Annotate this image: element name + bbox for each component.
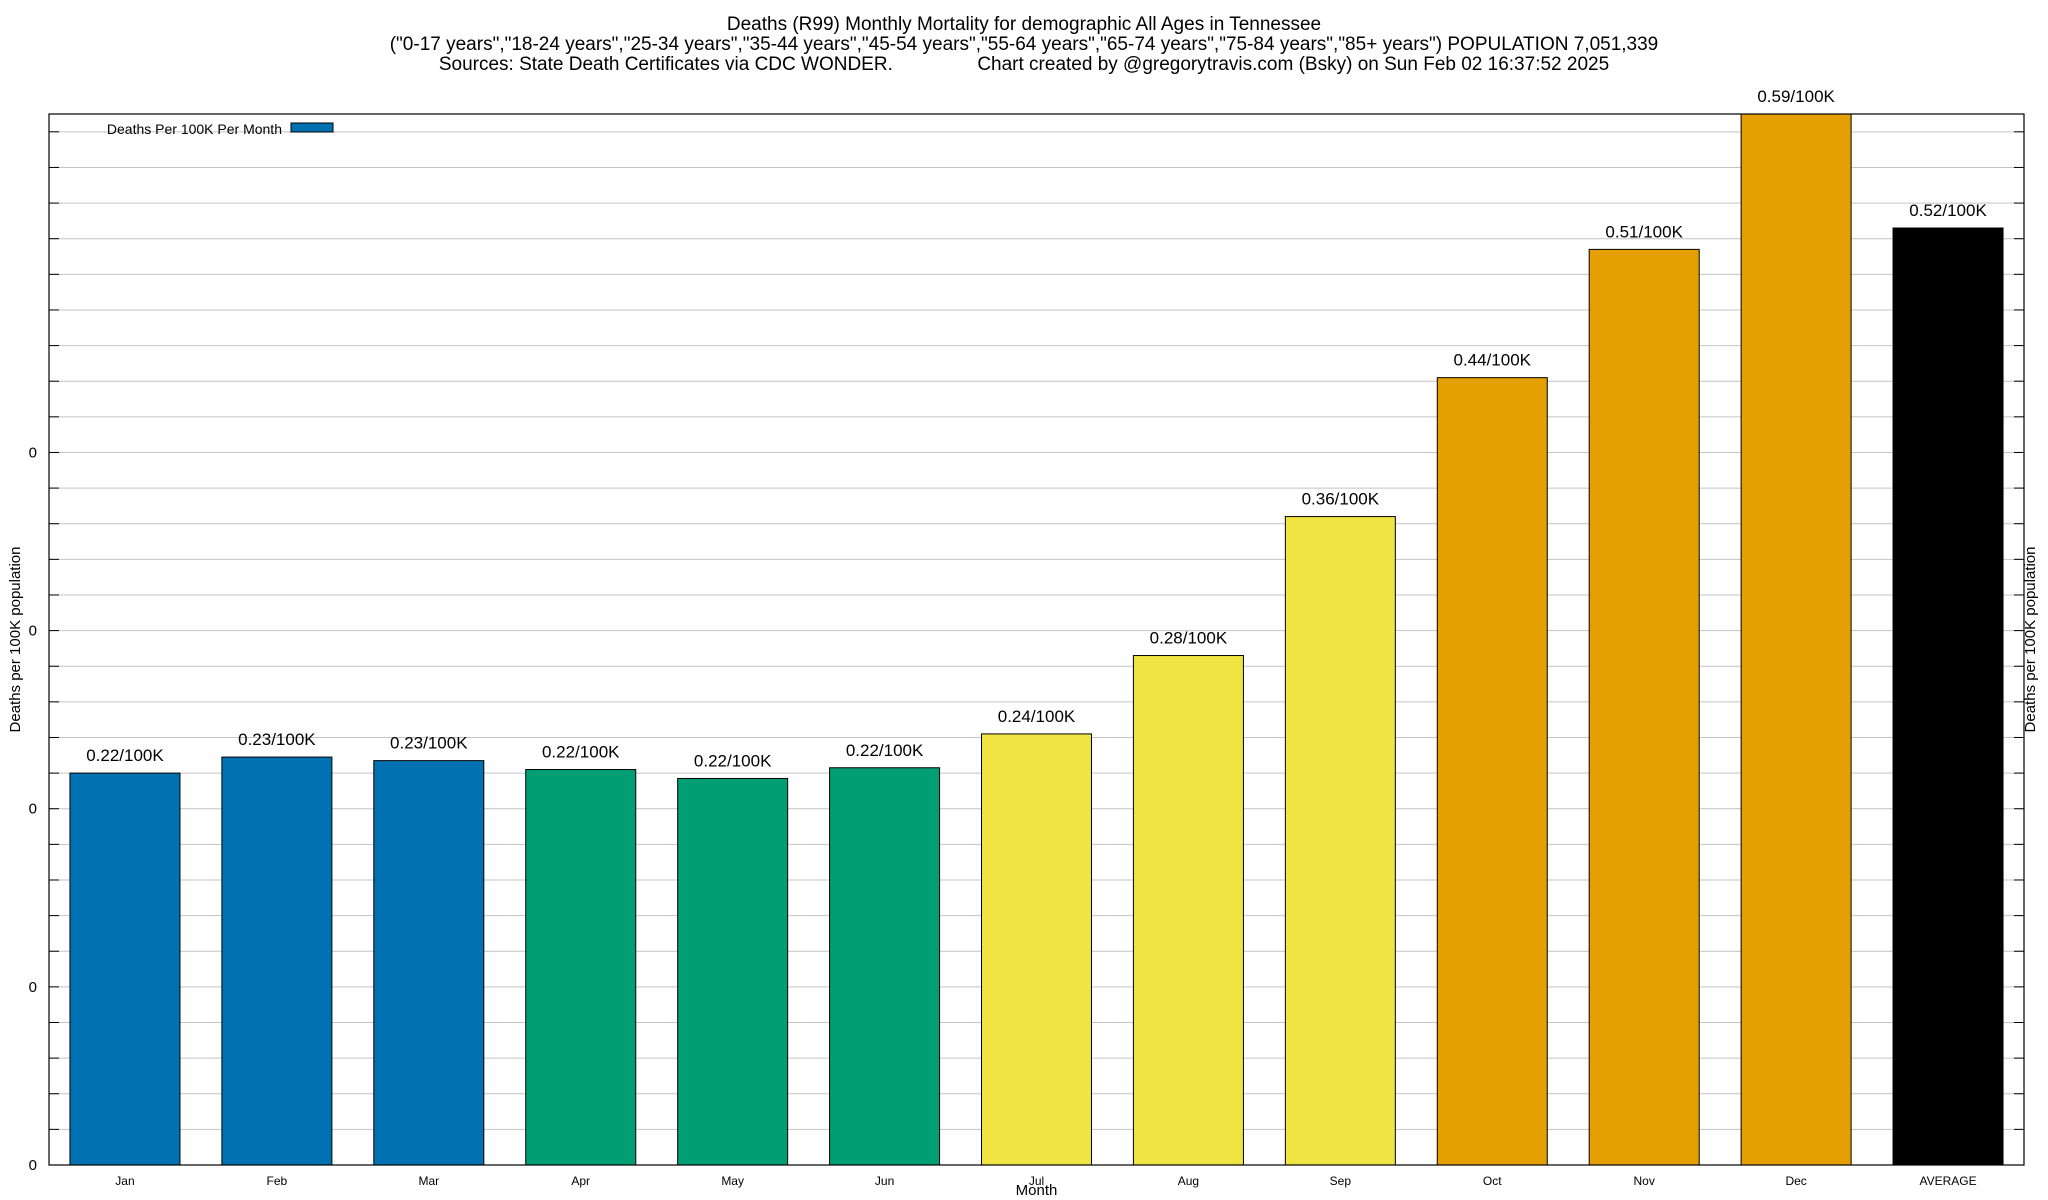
- data-label: 0.24/100K: [998, 707, 1076, 726]
- x-tick-label: May: [721, 1174, 744, 1188]
- bar-nov: [1588, 248, 1700, 1166]
- x-tick-label: Aug: [1178, 1174, 1199, 1188]
- bar-may: [677, 777, 789, 1166]
- data-label: 0.23/100K: [390, 734, 468, 753]
- data-label: 0.23/100K: [238, 730, 316, 749]
- x-tick-label: Oct: [1483, 1174, 1502, 1188]
- data-label: 0.44/100K: [1454, 351, 1532, 370]
- x-tick-label: Feb: [267, 1174, 288, 1188]
- bar-oct: [1436, 377, 1548, 1166]
- data-label: 0.22/100K: [86, 746, 164, 765]
- bars: [69, 113, 2004, 1166]
- data-label: 0.59/100K: [1757, 87, 1835, 106]
- x-tick-label: Jun: [875, 1174, 894, 1188]
- bar-mar: [373, 760, 485, 1166]
- data-label: 0.22/100K: [694, 751, 772, 770]
- y-tick-labels: 0 0 0 0 0: [29, 444, 37, 1174]
- plot-frame: [48, 113, 2025, 1166]
- data-label: 0.22/100K: [846, 741, 924, 760]
- y-tick-label: 0: [29, 444, 37, 461]
- data-label: 0.36/100K: [1302, 490, 1380, 509]
- bar-apr: [525, 769, 637, 1166]
- x-tick-label: Nov: [1634, 1174, 1655, 1188]
- bar-sep: [1284, 516, 1396, 1166]
- legend-swatch: [290, 122, 334, 133]
- x-tick-label: AVERAGE: [1919, 1174, 1976, 1188]
- legend-label: Deaths Per 100K Per Month: [107, 121, 282, 137]
- bar-aug: [1132, 655, 1244, 1166]
- bar-jun: [829, 767, 941, 1166]
- chart-subtitle: ("0-17 years","18-24 years","25-34 years…: [389, 34, 1659, 55]
- chart-title: Deaths (R99) Monthly Mortality for demog…: [726, 14, 1322, 35]
- x-tick-label: Sep: [1330, 1174, 1352, 1188]
- chart-source-line: Sources: State Death Certificates via CD…: [438, 54, 1610, 75]
- y-axis-label: Deaths per 100K population: [7, 547, 24, 733]
- bar-dec: [1740, 113, 1852, 1166]
- y-tick-label: 0: [29, 979, 37, 996]
- y2-axis-label: Deaths per 100K population: [2022, 547, 2039, 733]
- bar-average: [1892, 227, 2004, 1166]
- x-axis-label: Month: [1016, 1182, 1058, 1199]
- data-label: 0.22/100K: [542, 743, 620, 762]
- y-tick-label: 0: [29, 1157, 37, 1174]
- data-label: 0.51/100K: [1605, 222, 1683, 241]
- x-tick-labels: Jan Feb Mar Apr May Jun Jul Aug Sep Oct Nov Dec AVER…: [115, 1174, 1976, 1188]
- y-tick-label: 0: [29, 623, 37, 640]
- x-tick-label: Jan: [115, 1174, 134, 1188]
- data-label: 0.52/100K: [1909, 201, 1987, 220]
- x-tick-label: Apr: [571, 1174, 590, 1188]
- legend: Deaths Per 100K Per Month: [107, 121, 334, 137]
- x-tick-label: Dec: [1785, 1174, 1806, 1188]
- y-tick-label: 0: [29, 801, 37, 818]
- x-tick-label: Mar: [418, 1174, 439, 1188]
- bar-jul: [981, 733, 1092, 1166]
- data-labels: 0.22/100K 0.23/100K 0.23/100K 0.22/100K 0.22…: [86, 87, 1987, 770]
- x-tick-label: Jul: [1029, 1174, 1044, 1188]
- bar-jan: [69, 772, 181, 1166]
- data-label: 0.28/100K: [1150, 629, 1228, 648]
- bar-feb: [221, 756, 333, 1166]
